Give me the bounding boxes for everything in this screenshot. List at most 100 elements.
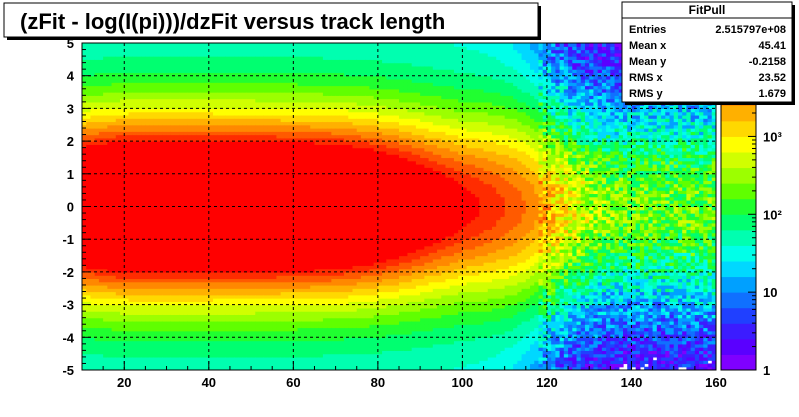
heatmap-cell <box>94 216 100 221</box>
heatmap-cell <box>90 147 96 152</box>
heatmap-cell <box>217 160 223 165</box>
heatmap-cell <box>107 327 113 332</box>
heatmap-cell <box>86 144 92 149</box>
heatmap-cell <box>149 343 155 348</box>
heatmap-cell <box>170 353 176 358</box>
heatmap-cell <box>213 291 218 296</box>
heatmap-cell <box>166 262 172 266</box>
heatmap-cell <box>191 193 197 198</box>
heatmap-cell <box>149 177 155 181</box>
heatmap-cell <box>124 160 130 165</box>
heatmap-cell <box>86 49 92 54</box>
heatmap-cell <box>162 294 168 299</box>
heatmap-cell <box>208 301 214 306</box>
heatmap-cell <box>208 154 214 159</box>
heatmap-cell <box>204 239 210 244</box>
heatmap-cell <box>141 314 146 319</box>
heatmap-cell <box>132 298 138 302</box>
heatmap-cell <box>115 353 121 358</box>
heatmap-cell <box>225 284 231 289</box>
heatmap-cell <box>82 216 87 221</box>
heatmap-cell <box>217 62 223 67</box>
heatmap-cell <box>153 52 159 57</box>
heatmap-cell <box>145 65 151 70</box>
heatmap-cell <box>196 356 201 361</box>
heatmap-cell <box>111 108 117 113</box>
heatmap-cell <box>94 360 100 365</box>
heatmap-cell <box>132 196 138 201</box>
heatmap-cell <box>153 118 159 123</box>
heatmap-cell <box>213 56 218 60</box>
heatmap-cell <box>217 193 223 198</box>
heatmap-cell <box>179 229 185 234</box>
heatmap-cell <box>174 85 180 90</box>
heatmap-cell <box>145 108 151 113</box>
heatmap-cell <box>221 43 227 47</box>
heatmap-cell <box>132 193 138 198</box>
heatmap-cell <box>196 337 201 342</box>
heatmap-cell <box>162 209 168 214</box>
heatmap-cell <box>174 52 180 57</box>
heatmap-cell <box>162 242 168 247</box>
heatmap-cell <box>149 199 155 204</box>
heatmap-cell <box>225 203 231 208</box>
heatmap-cell <box>124 278 130 283</box>
heatmap-cell <box>128 307 134 312</box>
heatmap-cell <box>208 311 214 316</box>
heatmap-cell <box>229 252 235 257</box>
heatmap-cell <box>107 255 113 260</box>
heatmap-cell <box>103 245 108 250</box>
heatmap-cell <box>120 258 125 263</box>
heatmap-cell <box>187 150 193 155</box>
heatmap-cell <box>107 229 113 234</box>
heatmap-cell <box>217 190 223 195</box>
heatmap-cell <box>204 291 210 296</box>
heatmap-cell <box>103 150 108 155</box>
heatmap-cell <box>94 82 100 87</box>
heatmap-cell <box>141 111 146 116</box>
heatmap-cell <box>86 265 92 270</box>
heatmap-cell <box>145 281 151 286</box>
heatmap-cell <box>153 265 159 270</box>
heatmap-cell <box>179 173 185 178</box>
heatmap-cell <box>213 324 218 329</box>
heatmap-cell <box>136 196 142 201</box>
heatmap-cell <box>149 72 155 77</box>
heatmap-cell <box>158 347 163 351</box>
heatmap-cell <box>111 101 117 106</box>
heatmap-cell <box>136 275 142 280</box>
heatmap-cell <box>124 356 130 361</box>
heatmap-cell <box>98 232 104 237</box>
heatmap-cell <box>158 350 163 355</box>
heatmap-cell <box>187 258 193 263</box>
heatmap-cell <box>221 196 227 201</box>
heatmap-cell <box>124 350 130 355</box>
heatmap-cell <box>98 62 104 67</box>
heatmap-cell <box>162 183 168 188</box>
heatmap-cell <box>162 92 168 96</box>
heatmap-cell <box>120 229 125 234</box>
heatmap-cell <box>90 337 96 342</box>
heatmap-cell <box>217 213 223 217</box>
heatmap-cell <box>225 98 231 103</box>
heatmap-cell <box>132 177 138 181</box>
heatmap-cell <box>200 177 206 181</box>
heatmap-cell <box>128 78 134 83</box>
heatmap-cell <box>132 154 138 159</box>
heatmap-cell <box>107 288 113 293</box>
heatmap-cell <box>90 177 96 181</box>
heatmap-cell <box>103 216 108 221</box>
heatmap-cell <box>94 206 100 211</box>
heatmap-cell <box>86 92 92 96</box>
heatmap-cell <box>107 281 113 286</box>
heatmap-cell <box>82 301 87 306</box>
heatmap-cell <box>208 360 214 365</box>
heatmap-cell <box>115 62 121 67</box>
heatmap-cell <box>94 124 100 129</box>
heatmap-cell <box>174 49 180 54</box>
heatmap-cell <box>107 98 113 103</box>
heatmap-cell <box>153 301 159 306</box>
heatmap-cell <box>111 157 117 162</box>
heatmap-cell <box>98 255 104 260</box>
heatmap-cell <box>179 193 185 198</box>
